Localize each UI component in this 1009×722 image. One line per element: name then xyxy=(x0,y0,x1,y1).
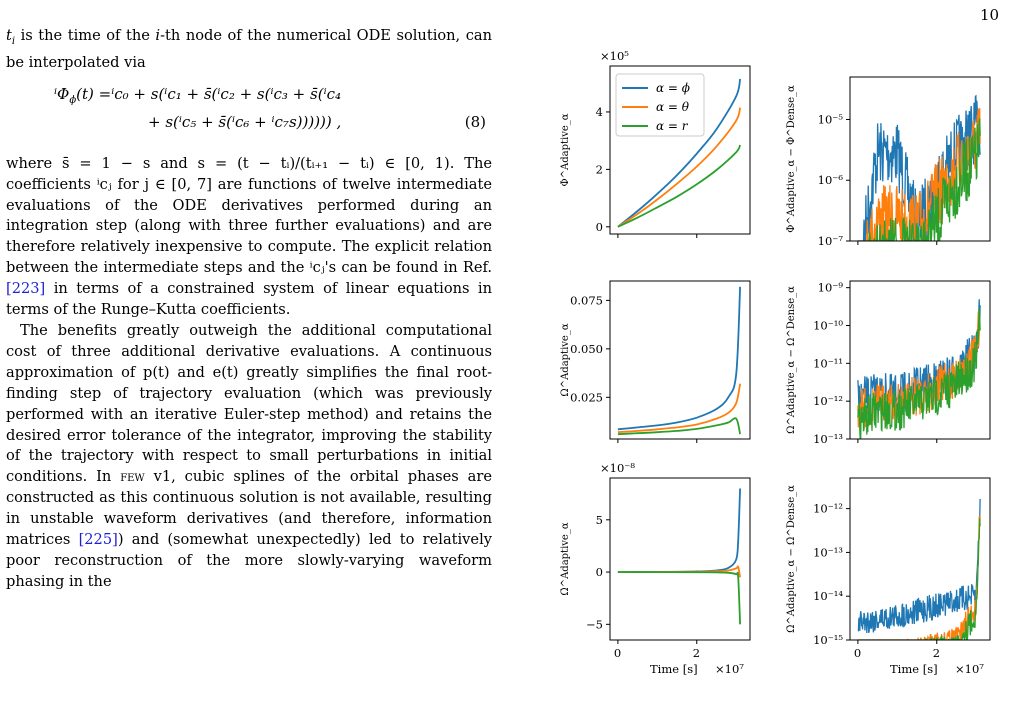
y-tick-label: 10⁻¹⁴ xyxy=(813,589,843,603)
y-tick-label: 10⁻¹² xyxy=(813,394,843,408)
citation-223[interactable]: [223] xyxy=(6,280,46,298)
paragraph-coefficients: where s̄ = 1 − s and s = (t − tᵢ)/(tᵢ₊₁ … xyxy=(6,154,492,321)
eq-phi: ⁱΦ xyxy=(54,84,70,103)
series-line-phi xyxy=(857,498,981,634)
few-name: few xyxy=(120,468,145,486)
node-index: i xyxy=(155,27,161,44)
paragraph-benefits: The benefits greatly outweigh the additi… xyxy=(6,321,492,593)
y-tick-label: 10⁻¹³ xyxy=(813,545,843,559)
legend-entry: α = ϕ xyxy=(656,81,690,95)
panel-frame xyxy=(849,280,991,440)
paragraph-intro: ti is the time of the i-th node of the n… xyxy=(6,26,492,74)
y-tick-label: 10⁻¹⁰ xyxy=(813,318,843,332)
y-axis-label: Φ^Adaptive_α xyxy=(560,113,571,186)
y-multiplier-label: ×10⁻⁸ xyxy=(600,461,635,475)
y-tick-label: 4 xyxy=(596,105,603,119)
intro-text-a: is the time of the xyxy=(15,27,156,44)
y-tick-label: 10⁻¹² xyxy=(813,502,843,516)
series-line-phi xyxy=(617,286,741,431)
coeff-text-end: in terms of a constrained system of line… xyxy=(6,280,492,319)
legend-entry: α = r xyxy=(656,119,689,133)
series-line-theta xyxy=(617,383,741,434)
panel-frame xyxy=(609,280,751,440)
coeff-text: where s̄ = 1 − s and s = (t − tᵢ)/(tᵢ₊₁ … xyxy=(6,154,492,277)
y-tick-label: 10⁻⁶ xyxy=(818,173,844,187)
y-axis-label: Ω̇^Adaptive_α xyxy=(560,522,571,595)
eq-line1-rest: (t) =ⁱc₀ + s(ⁱc₁ + s̄(ⁱc₂ + s(ⁱc₃ + s̄(ⁱ… xyxy=(76,84,341,103)
y-tick-label: 10⁻¹⁵ xyxy=(813,633,843,647)
body-text-column: ti is the time of the i-th node of the n… xyxy=(6,26,492,593)
x-tick-label: 0 xyxy=(854,646,861,660)
eq-phi-sub: ϕ xyxy=(69,94,77,106)
y-tick-label: 10⁻⁵ xyxy=(818,112,844,126)
x-tick-label: 0 xyxy=(614,646,621,660)
series-line-theta xyxy=(857,515,981,640)
y-tick-label: −5 xyxy=(586,617,603,631)
series-line-r xyxy=(857,118,981,241)
x-axis-label: Time [s] xyxy=(650,662,698,676)
y-axis-label: Ω̇^Adaptive_α − Ω̇^Dense_α xyxy=(786,485,797,633)
y-tick-label: 0 xyxy=(596,220,603,234)
equation-8: ⁱΦϕ(t) =ⁱc₀ + s(ⁱc₁ + s̄(ⁱc₂ + s(ⁱc₃ + s… xyxy=(6,80,492,146)
equation-line-1: ⁱΦϕ(t) =ⁱc₀ + s(ⁱc₁ + s̄(ⁱc₂ + s(ⁱc₃ + s… xyxy=(54,84,341,112)
x-tick-label: 2 xyxy=(933,646,940,660)
series-line-theta xyxy=(617,107,741,228)
y-tick-label: 0.075 xyxy=(570,293,603,307)
citation-225[interactable]: [225] xyxy=(78,531,118,549)
panel-frame xyxy=(609,477,751,641)
panel-frame xyxy=(849,477,991,641)
time-subscript: i xyxy=(11,35,16,47)
series-line-phi xyxy=(617,78,741,228)
benefits-text-c: ) and (somewhat unexpectedly) led to rel… xyxy=(6,531,492,590)
y-tick-label: 10⁻⁷ xyxy=(818,234,844,248)
x-multiplier-label: ×10⁷ xyxy=(955,662,984,676)
y-tick-label: 2 xyxy=(596,162,603,176)
y-tick-label: 10⁻⁹ xyxy=(818,281,844,295)
time-symbol: t xyxy=(6,27,12,44)
equation-line-2: + s(ⁱc₅ + s̄(ⁱc₆ + ⁱc₇s)))))) , xyxy=(148,112,341,133)
series-line-r xyxy=(857,308,981,439)
series-line-r xyxy=(617,144,741,228)
y-axis-label: Φ^Adaptive_α − Φ^Dense_α xyxy=(786,85,797,233)
page-number: 10 xyxy=(980,6,1000,24)
series-line-phi xyxy=(617,488,741,573)
x-multiplier-label: ×10⁷ xyxy=(715,662,744,676)
y-axis-label: Ω^Adaptive_α xyxy=(560,323,571,396)
eq-line2-text: + s(ⁱc₅ + s̄(ⁱc₆ + ⁱc₇s)))))) , xyxy=(148,112,342,131)
y-tick-label: 10⁻¹³ xyxy=(813,432,843,446)
equation-number: (8) xyxy=(464,112,486,131)
series-line-r xyxy=(617,571,741,625)
legend-box xyxy=(615,73,705,137)
intro-text-b: -th node of the numerical ODE solution, … xyxy=(6,27,492,71)
y-tick-label: 5 xyxy=(596,513,603,527)
panel-frame xyxy=(849,76,991,242)
benefits-text-a: The benefits greatly outweigh the additi… xyxy=(6,321,492,486)
x-tick-label: 2 xyxy=(693,646,700,660)
panel-frame xyxy=(609,65,751,235)
y-tick-label: 0 xyxy=(596,565,603,579)
y-tick-label: 10⁻¹¹ xyxy=(813,356,843,370)
y-axis-label: Ω^Adaptive_α − Ω^Dense_α xyxy=(786,286,797,434)
benefits-text-b: v1, cubic splines of the orbital phases … xyxy=(6,468,492,549)
y-tick-label: 0.050 xyxy=(570,342,603,356)
x-axis-label: Time [s] xyxy=(890,662,938,676)
six-panel-figure: 0 2 0 2 0 2 4 10⁻⁵ 10⁻⁶ 10⁻⁷ 0.075 0.050 0.025 10⁻⁹ 10… xyxy=(560,49,991,676)
series-line-r xyxy=(617,417,741,436)
legend-entry: α = θ xyxy=(656,100,690,114)
y-multiplier-label: ×10⁵ xyxy=(600,49,629,63)
y-tick-label: 0.025 xyxy=(570,390,603,404)
